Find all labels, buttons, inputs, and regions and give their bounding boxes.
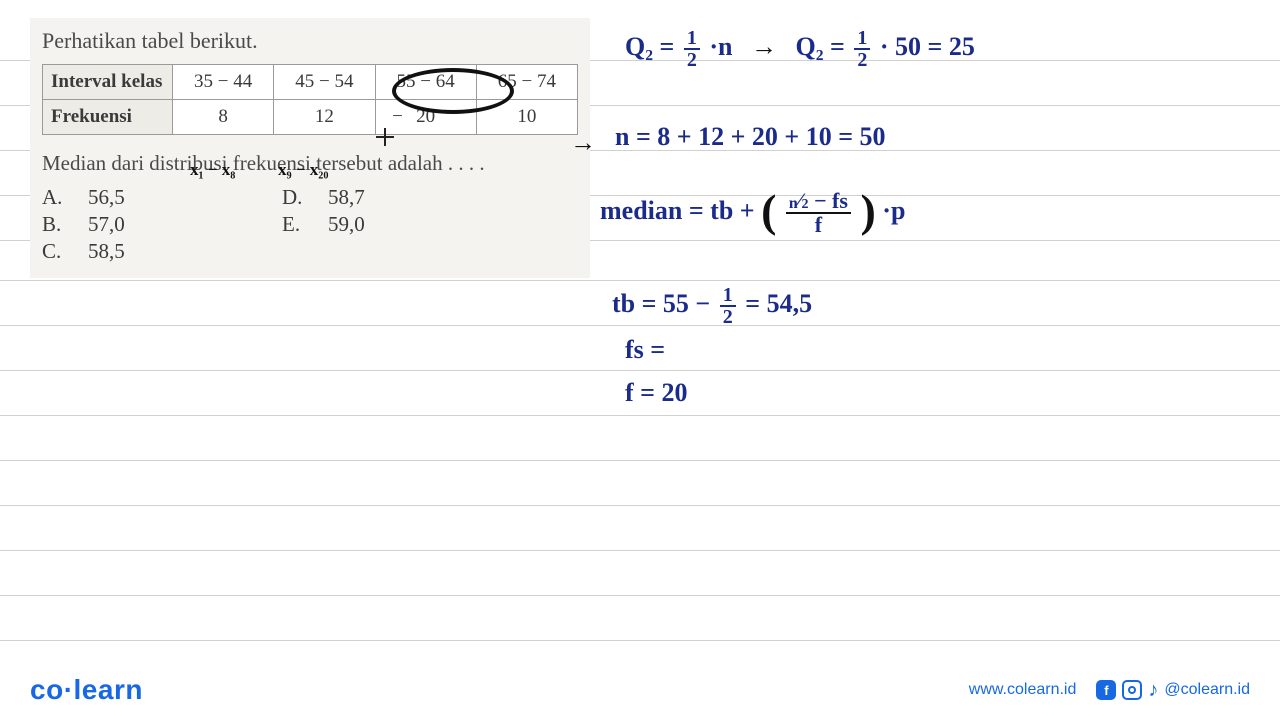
hw-q2-def: Q₂ = 12 ·n → Q₂ = 12 · 50 = 25	[625, 28, 975, 70]
footer: co·learn www.colearn.id f ♪ @colearn.id	[30, 674, 1250, 706]
frequency-cell: 8	[173, 100, 274, 135]
table-row: Frekuensi 8 12 − 20 10	[43, 100, 578, 135]
table-row: Interval kelas 35 − 44 45 − 54 55 − 64 6…	[43, 65, 578, 100]
options-grid: A.56,5 D.58,7 B.57,0 E.59,0 C.58,5	[42, 185, 578, 264]
x-range-annotation-1: x₁ − x₈	[190, 160, 235, 180]
interval-cell: 65 − 74	[476, 65, 577, 100]
option-e: E.59,0	[282, 212, 522, 237]
option-a: A.56,5	[42, 185, 282, 210]
colearn-logo: co·learn	[30, 674, 143, 706]
frequency-cell: − 20	[375, 100, 476, 135]
hw-n-sum: n = 8 + 12 + 20 + 10 = 50	[615, 122, 886, 152]
paren-icon: )	[860, 193, 875, 230]
instagram-icon	[1122, 680, 1142, 700]
x-range-annotation-2: x₉ − x₂₀	[278, 160, 328, 180]
frequency-cell: 10	[476, 100, 577, 135]
interval-cell: 55 − 64	[375, 65, 476, 100]
arrow-icon: →	[751, 32, 777, 61]
footer-url: www.colearn.id	[969, 681, 1077, 699]
problem-prompt: Perhatikan tabel berikut.	[42, 28, 578, 54]
paren-icon: (	[761, 193, 776, 230]
social-icons: f ♪ @colearn.id	[1096, 679, 1250, 702]
frequency-table: Interval kelas 35 − 44 45 − 54 55 − 64 6…	[42, 64, 578, 135]
hw-tb: tb = 55 − 12 = 54,5	[612, 285, 812, 327]
hw-fs: fs =	[625, 335, 665, 365]
frequency-cell: 12	[274, 100, 375, 135]
hw-f: f = 20	[625, 378, 687, 408]
facebook-icon: f	[1096, 680, 1116, 700]
hw-median-formula: median = tb + ( n⁄2 − fs f ) ·p	[600, 190, 905, 236]
option-c: C.58,5	[42, 239, 282, 264]
arrow-icon: →	[570, 128, 596, 158]
option-b: B.57,0	[42, 212, 282, 237]
interval-cell: 35 − 44	[173, 65, 274, 100]
row-label-frequency: Frekuensi	[43, 100, 173, 135]
option-d: D.58,7	[282, 185, 522, 210]
tiktok-icon: ♪	[1148, 679, 1158, 702]
row-label-interval: Interval kelas	[43, 65, 173, 100]
problem-panel: Perhatikan tabel berikut. Interval kelas…	[30, 18, 590, 278]
footer-handle: @colearn.id	[1164, 681, 1250, 699]
footer-right: www.colearn.id f ♪ @colearn.id	[969, 679, 1250, 702]
interval-cell: 45 − 54	[274, 65, 375, 100]
